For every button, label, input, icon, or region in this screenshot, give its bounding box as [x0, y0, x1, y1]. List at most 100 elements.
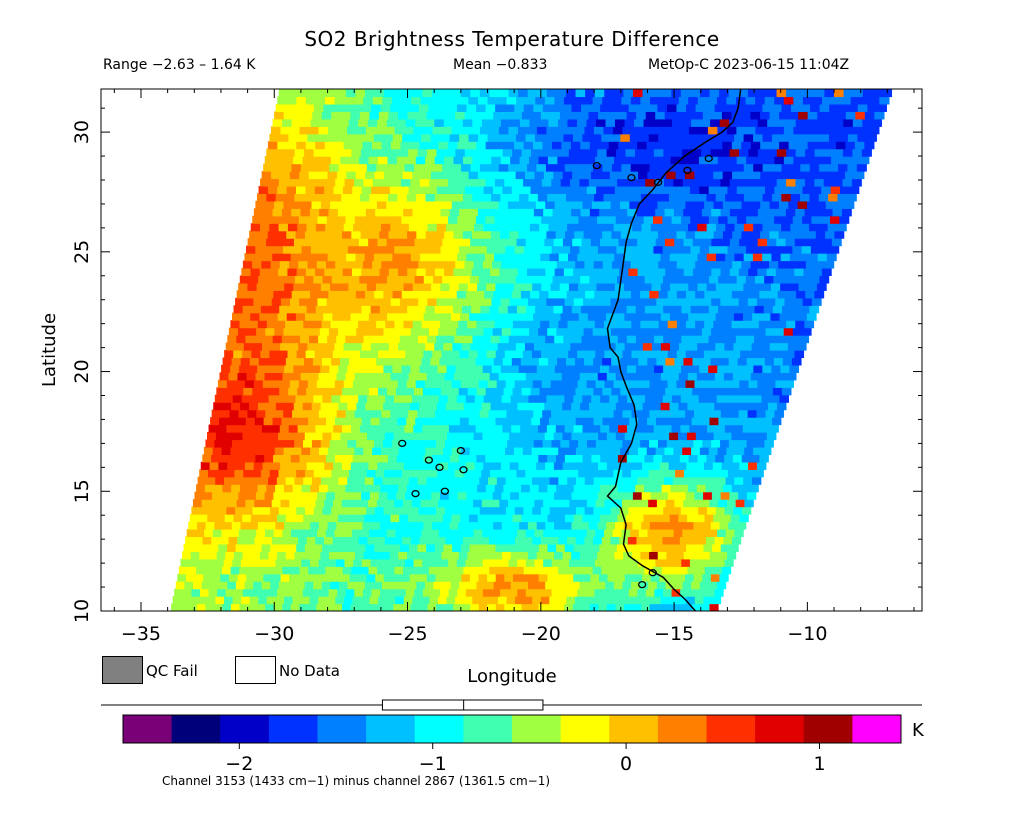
heatmap-cell — [611, 476, 621, 485]
heatmap-cell — [296, 543, 306, 552]
heatmap-cell — [244, 297, 255, 306]
heatmap-cell — [447, 461, 458, 470]
heatmap-cell — [744, 335, 755, 344]
heatmap-cell — [531, 111, 542, 120]
heatmap-cell — [766, 379, 777, 388]
heatmap-cell — [299, 126, 310, 135]
heatmap-cell — [538, 327, 548, 336]
heatmap-cell — [786, 148, 797, 157]
heatmap-cell — [519, 521, 529, 530]
heatmap-cell — [693, 521, 703, 530]
heatmap-cell — [755, 126, 766, 135]
heatmap-cell — [409, 141, 420, 150]
heatmap-cell — [367, 394, 377, 403]
heatmap-cell — [219, 372, 230, 381]
heatmap-cell — [591, 424, 601, 433]
heatmap-cell — [317, 454, 327, 463]
heatmap-cell — [356, 581, 366, 590]
heatmap-cell — [386, 275, 397, 284]
heatmap-cell — [774, 126, 785, 135]
heatmap-cell — [739, 238, 750, 247]
heatmap-cell — [629, 327, 639, 336]
heatmap-cell — [405, 454, 416, 463]
heatmap-cell — [253, 424, 263, 433]
heatmap-cell — [762, 103, 773, 112]
heatmap-cell — [422, 588, 433, 597]
heatmap-cell — [327, 335, 337, 344]
heatmap-cell — [738, 267, 749, 277]
heatmap-cell — [723, 402, 733, 411]
heatmap-cell — [470, 603, 480, 611]
heatmap-cell — [760, 200, 771, 209]
heatmap-cell — [562, 171, 573, 180]
heatmap-cell — [450, 551, 460, 560]
heatmap-cell — [697, 253, 708, 262]
heatmap-cell — [485, 178, 496, 187]
heatmap-cell — [236, 290, 247, 299]
heatmap-cell — [328, 327, 339, 336]
heatmap-cell — [539, 185, 550, 194]
heatmap-cell — [798, 141, 809, 150]
heatmap-cell — [610, 327, 621, 336]
heatmap-cell — [517, 163, 528, 172]
heatmap-cell — [380, 223, 391, 232]
heatmap-cell — [699, 364, 709, 373]
heatmap-cell — [757, 148, 768, 157]
heatmap-cell — [726, 335, 737, 344]
heatmap-cell — [805, 260, 816, 269]
heatmap-cell — [771, 103, 783, 112]
heatmap-cell — [621, 528, 631, 538]
heatmap-cell — [379, 230, 390, 239]
heatmap-cell — [608, 141, 619, 150]
heatmap-cell — [288, 89, 299, 98]
heatmap-cell — [565, 126, 576, 135]
heatmap-cell — [324, 499, 334, 508]
heatmap-cell — [189, 558, 199, 567]
heatmap-cell — [563, 335, 573, 344]
heatmap-cell — [351, 230, 362, 239]
heatmap-cell — [699, 89, 711, 98]
heatmap-cell — [617, 596, 627, 605]
heatmap-cell — [418, 506, 428, 515]
heatmap-cell — [393, 432, 404, 441]
heatmap-cell — [623, 89, 634, 98]
heatmap-cell — [274, 282, 285, 291]
heatmap-cell — [457, 178, 468, 187]
heatmap-cell — [734, 528, 744, 538]
heatmap-cell — [353, 521, 364, 530]
heatmap-cell — [423, 312, 434, 321]
heatmap-cell — [274, 446, 285, 455]
heatmap-cell — [453, 603, 463, 611]
heatmap-cell — [293, 282, 304, 291]
heatmap-cell — [586, 185, 597, 194]
heatmap-cell — [247, 238, 258, 247]
heatmap-cell — [461, 573, 471, 582]
heatmap-cell — [546, 230, 557, 239]
heatmap-cell — [196, 566, 206, 575]
heatmap-cell — [727, 245, 738, 254]
heatmap-cell — [511, 290, 522, 299]
heatmap-cell — [643, 118, 654, 127]
heatmap-cell — [634, 543, 644, 552]
heatmap-cell — [553, 581, 563, 590]
chart-title: SO2 Brightness Temperature Difference — [304, 27, 720, 51]
heatmap-cell — [755, 357, 766, 366]
heatmap-cell — [803, 267, 814, 277]
heatmap-cell — [588, 245, 599, 254]
heatmap-cell — [607, 245, 618, 254]
heatmap-cell — [396, 491, 406, 500]
heatmap-cell — [600, 267, 611, 277]
heatmap-cell — [515, 566, 525, 575]
heatmap-cell — [324, 267, 335, 277]
heatmap-cell — [305, 267, 316, 277]
heatmap-cell — [377, 118, 388, 127]
heatmap-cell — [762, 364, 772, 373]
heatmap-cell — [429, 596, 439, 605]
heatmap-cell — [388, 305, 399, 314]
heatmap-cell — [453, 193, 464, 202]
heatmap-cell — [329, 118, 340, 127]
heatmap-cell — [538, 514, 549, 523]
heatmap-cell — [451, 89, 462, 98]
heatmap-cell — [559, 215, 570, 224]
heatmap-cell — [556, 89, 567, 98]
